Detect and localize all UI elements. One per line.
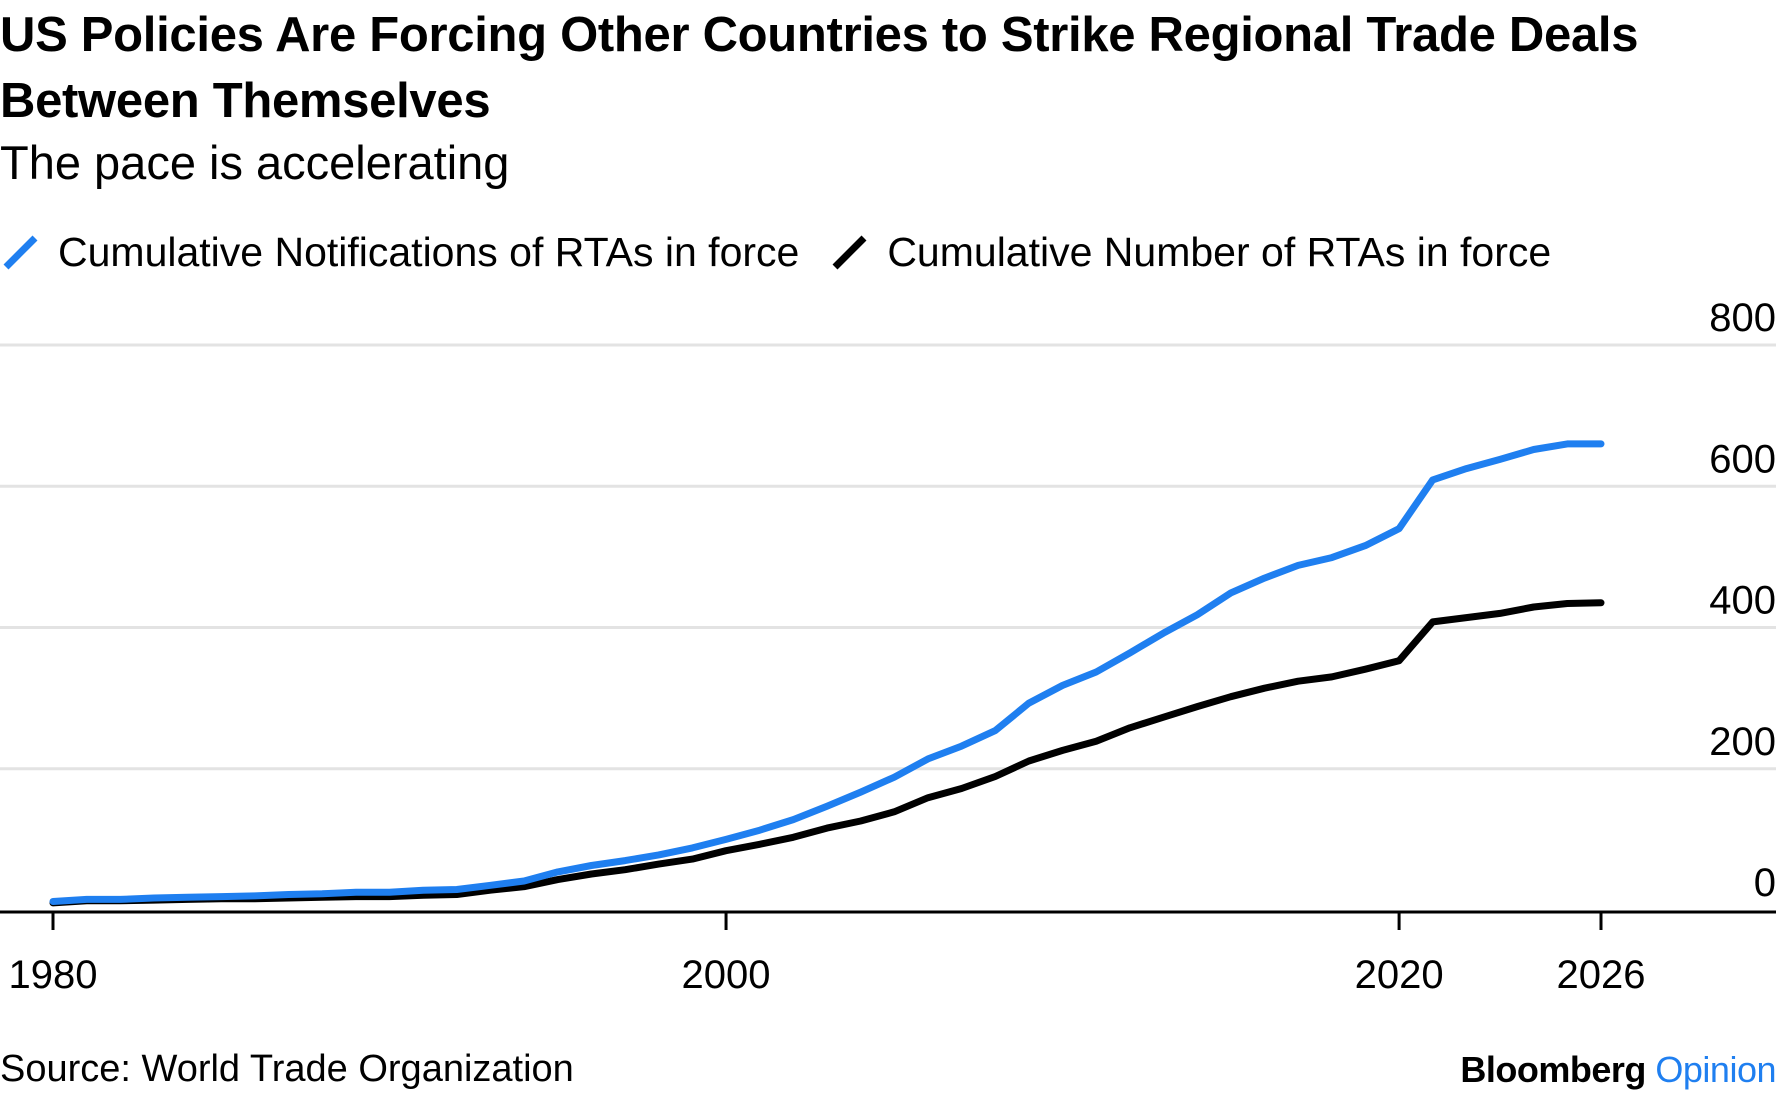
legend: Cumulative Notifications of RTAs in forc… xyxy=(0,222,1581,282)
brand-logo: Bloomberg Opinion xyxy=(1460,1045,1776,1095)
series-line-cumulative-number-of-rtas-in-force xyxy=(49,599,1605,907)
y-tick-label-600: 600 xyxy=(1709,437,1776,481)
series-line-cumulative-notifications-of-rtas-in-force xyxy=(49,440,1605,905)
y-tick-label-0: 0 xyxy=(1754,861,1776,905)
legend-label-notifications: Cumulative Notifications of RTAs in forc… xyxy=(58,228,800,275)
legend-swatch-number xyxy=(832,235,867,270)
y-tick-label-200: 200 xyxy=(1709,720,1776,764)
x-tick-label-2020: 2020 xyxy=(1355,953,1444,997)
legend-item-notifications: Cumulative Notifications of RTAs in forc… xyxy=(0,229,799,276)
brand-suffix: Opinion xyxy=(1655,1049,1776,1090)
x-tick-label-2000: 2000 xyxy=(682,953,771,997)
chart-title: US Policies Are Forcing Other Countries … xyxy=(0,8,1639,128)
y-tick-label-400: 400 xyxy=(1709,579,1776,623)
legend-item-number: Cumulative Number of RTAs in force xyxy=(829,229,1551,276)
y-tick-label-800: 800 xyxy=(1709,296,1776,340)
legend-label-number: Cumulative Number of RTAs in force xyxy=(887,228,1552,275)
legend-swatch-notifications xyxy=(3,235,38,270)
brand-name: Bloomberg xyxy=(1460,1049,1646,1090)
line-chart: 0 200 400 600 800 1980 2000 2020 2026 xyxy=(0,296,1776,997)
x-tick-label-1980: 1980 xyxy=(9,953,98,997)
source-note: Source: World Trade Organization xyxy=(0,1048,574,1090)
chart-subtitle: The pace is accelerating xyxy=(0,136,510,189)
x-tick-label-2026: 2026 xyxy=(1557,953,1646,997)
